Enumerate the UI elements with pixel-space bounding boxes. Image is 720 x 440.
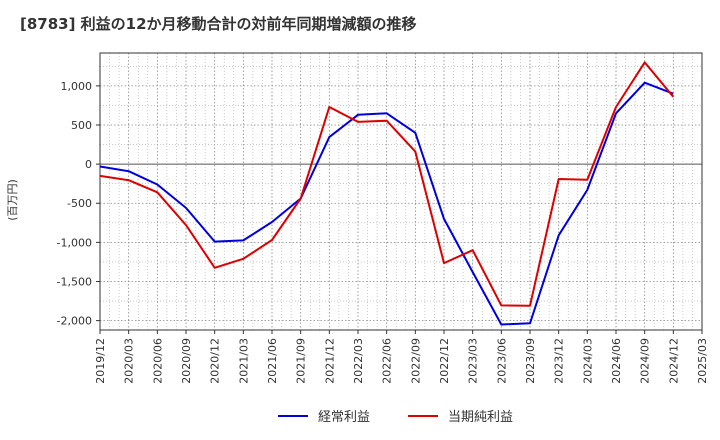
legend-label-2: 当期純利益 [448, 410, 513, 425]
x-tick-label: 2021/12 [323, 338, 336, 384]
x-tick-label: 2024/12 [667, 338, 680, 384]
x-tick-labels: 2019/12 2020/03 2020/06 2020/09 2020/12 2021/… [94, 330, 709, 384]
y-tick-labels: 1,000 500 0 -500 -1,000 -1,500 -2,000 [57, 80, 100, 328]
y-tick-label: -1,000 [57, 236, 92, 249]
x-tick-label: 2020/06 [151, 338, 164, 384]
series-group [99, 61, 675, 326]
x-tick-label: 2022/09 [409, 338, 422, 384]
legend: 経常利益 当期純利益 [278, 410, 513, 425]
x-tick-label: 2024/06 [610, 338, 623, 384]
x-tick-label: 2020/09 [180, 338, 193, 384]
x-tick-label: 2022/12 [438, 338, 451, 384]
x-tick-label: 2021/09 [295, 338, 308, 384]
x-tick-label: 2024/09 [639, 338, 652, 384]
x-tick-label: 2021/03 [237, 338, 250, 384]
axes [99, 52, 703, 331]
legend-label-1: 経常利益 [318, 410, 370, 425]
y-tick-label: 1,000 [61, 80, 93, 93]
series-line-1 [99, 81, 674, 326]
y-axis-label: (百万円) [6, 179, 19, 221]
x-tick-label: 2025/03 [696, 338, 709, 384]
y-tick-label: 0 [85, 158, 92, 171]
x-tick-label: 2021/06 [266, 338, 279, 384]
grid [99, 53, 703, 330]
x-tick-label: 2022/03 [352, 338, 365, 384]
y-tick-label: 500 [71, 119, 92, 132]
chart-title: [8783] 利益の12か月移動合計の対前年同期増減額の推移 [20, 15, 417, 33]
y-tick-label: -2,000 [57, 315, 92, 328]
x-tick-label: 2019/12 [94, 338, 107, 384]
x-tick-label: 2023/12 [553, 338, 566, 384]
x-tick-label: 2023/09 [524, 338, 537, 384]
x-tick-label: 2022/06 [381, 338, 394, 384]
x-tick-label: 2020/03 [123, 338, 136, 384]
x-tick-label: 2024/03 [581, 338, 594, 384]
x-tick-label: 2020/12 [209, 338, 222, 384]
series-line-2 [99, 61, 675, 307]
y-tick-label: -500 [67, 197, 92, 210]
x-tick-label: 2023/06 [495, 338, 508, 384]
plot-frame [99, 52, 703, 331]
x-tick-label: 2023/03 [467, 338, 480, 384]
y-tick-label: -1,500 [57, 275, 92, 288]
